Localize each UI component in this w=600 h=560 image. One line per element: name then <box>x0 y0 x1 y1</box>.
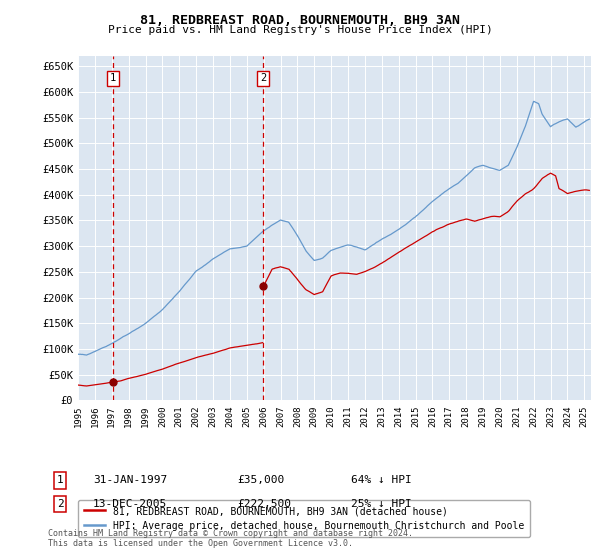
Text: 2: 2 <box>56 499 64 509</box>
Text: 2: 2 <box>260 73 266 83</box>
Text: 31-JAN-1997: 31-JAN-1997 <box>93 475 167 486</box>
Text: 1: 1 <box>56 475 64 486</box>
Text: 1: 1 <box>110 73 116 83</box>
Text: 13-DEC-2005: 13-DEC-2005 <box>93 499 167 509</box>
Text: £222,500: £222,500 <box>237 499 291 509</box>
Legend: 81, REDBREAST ROAD, BOURNEMOUTH, BH9 3AN (detached house), HPI: Average price, d: 81, REDBREAST ROAD, BOURNEMOUTH, BH9 3AN… <box>78 500 530 536</box>
Text: Price paid vs. HM Land Registry's House Price Index (HPI): Price paid vs. HM Land Registry's House … <box>107 25 493 35</box>
Text: £35,000: £35,000 <box>237 475 284 486</box>
Text: Contains HM Land Registry data © Crown copyright and database right 2024.
This d: Contains HM Land Registry data © Crown c… <box>48 529 413 548</box>
Text: 64% ↓ HPI: 64% ↓ HPI <box>351 475 412 486</box>
Text: 25% ↓ HPI: 25% ↓ HPI <box>351 499 412 509</box>
Text: 81, REDBREAST ROAD, BOURNEMOUTH, BH9 3AN: 81, REDBREAST ROAD, BOURNEMOUTH, BH9 3AN <box>140 14 460 27</box>
